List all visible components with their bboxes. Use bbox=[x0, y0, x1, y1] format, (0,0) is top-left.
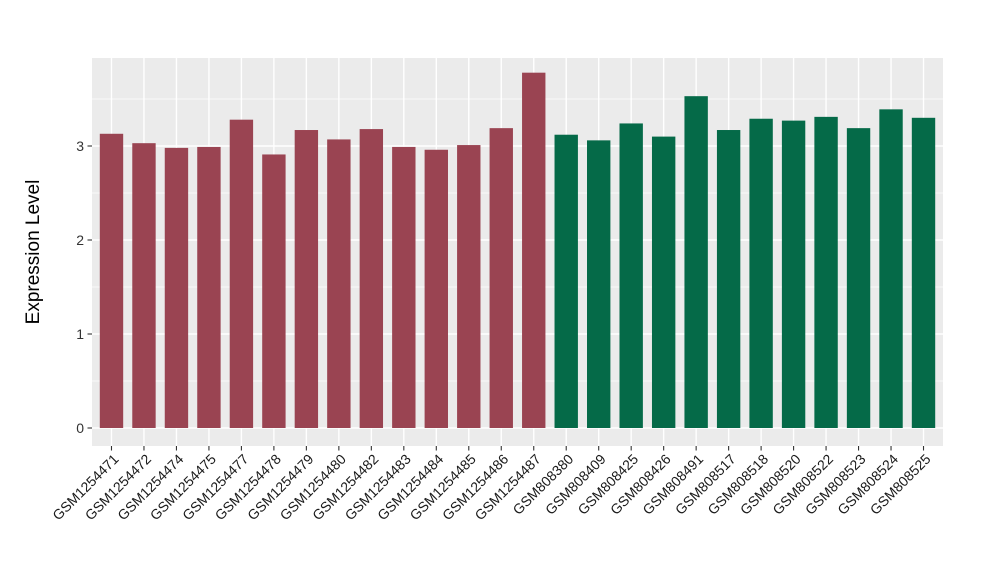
bar-GSM1254477 bbox=[229, 119, 254, 429]
bar-GSM808518 bbox=[749, 118, 773, 429]
bar-GSM1254471 bbox=[99, 133, 124, 428]
y-axis-title: Expression Level bbox=[23, 180, 44, 325]
bar-GSM1254478 bbox=[262, 154, 286, 428]
bars bbox=[99, 72, 936, 429]
bar-GSM808520 bbox=[781, 120, 806, 429]
bar-GSM1254484 bbox=[424, 149, 448, 428]
y-tick-label: 3 bbox=[76, 138, 84, 154]
bar-GSM808523 bbox=[846, 128, 871, 428]
bar-GSM808517 bbox=[716, 130, 741, 428]
y-tick-label: 0 bbox=[76, 420, 84, 436]
bar-GSM808522 bbox=[814, 116, 838, 429]
y-axis-tick-labels: 0 1 2 3 bbox=[76, 138, 84, 436]
bar-GSM1254486 bbox=[489, 128, 513, 428]
bar-GSM808525 bbox=[911, 117, 936, 429]
bar-GSM1254480 bbox=[327, 139, 351, 429]
bar-GSM808425 bbox=[619, 123, 643, 428]
bar-GSM1254479 bbox=[294, 130, 319, 428]
bar-GSM808426 bbox=[651, 136, 676, 428]
bar-GSM1254482 bbox=[359, 129, 384, 428]
bar-GSM1254485 bbox=[457, 145, 481, 428]
y-axis-tick-marks bbox=[87, 145, 92, 429]
bar-GSM1254472 bbox=[132, 143, 156, 428]
bar-GSM1254483 bbox=[392, 146, 416, 428]
bar-GSM808524 bbox=[879, 109, 903, 428]
y-tick-label: 1 bbox=[76, 326, 84, 342]
y-tick-label: 2 bbox=[76, 232, 84, 248]
bar-GSM808380 bbox=[554, 134, 578, 428]
bar-GSM1254475 bbox=[197, 146, 221, 428]
x-axis-tick-marks bbox=[110, 446, 925, 451]
bar-GSM808491 bbox=[684, 96, 708, 429]
bar-GSM1254487 bbox=[522, 72, 546, 429]
bar-GSM808409 bbox=[587, 140, 611, 429]
bar-GSM1254474 bbox=[164, 147, 189, 428]
